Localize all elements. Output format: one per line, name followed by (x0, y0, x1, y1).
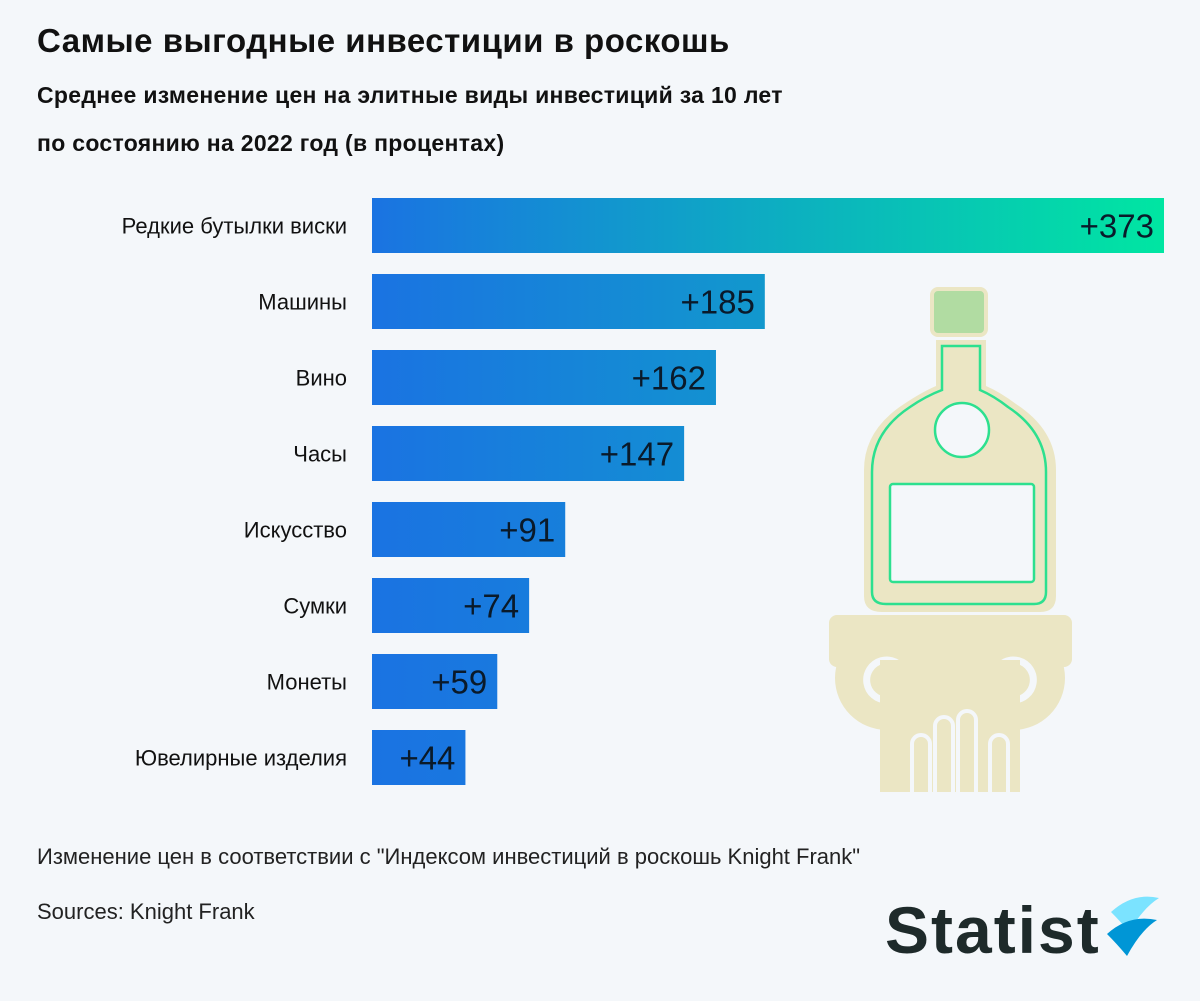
bar-1 (372, 274, 765, 329)
category-label: Редкие бутылки виски (122, 214, 347, 239)
bar-4 (372, 502, 566, 557)
bar-7 (372, 730, 466, 785)
bar-5 (372, 578, 530, 633)
category-label: Монеты (267, 670, 347, 695)
value-label: +185 (680, 284, 754, 321)
bars-group: Редкие бутылки виски +373 Машины +185 Вино +1… (122, 198, 1164, 785)
bottle-on-column-icon (829, 287, 1072, 792)
category-label: Вино (296, 366, 347, 391)
category-label: Ювелирные изделия (135, 746, 347, 771)
category-label: Часы (293, 442, 347, 467)
chart-subtitle-line-2: по состоянию на 2022 год (в процентах) (37, 130, 505, 156)
bar-6 (372, 654, 498, 709)
statista-wave-icon (1106, 896, 1159, 956)
category-label: Машины (258, 290, 347, 315)
value-label: +162 (632, 360, 706, 397)
category-label: Искусство (244, 518, 347, 543)
source-note: Sources: Knight Frank (37, 899, 255, 924)
bar-3 (372, 426, 685, 481)
value-label: +147 (600, 436, 674, 473)
value-label: +59 (431, 664, 487, 701)
footnote: Изменение цен в соответствии с "Индексом… (37, 844, 861, 869)
chart-title: Самые выгодные инвестиции в роскошь (37, 22, 730, 59)
category-label: Сумки (283, 594, 347, 619)
value-label: +91 (499, 512, 555, 549)
chart-subtitle-line-1: Среднее изменение цен на элитные виды ин… (37, 82, 783, 108)
statista-logo: Statist (885, 893, 1163, 967)
value-label: +44 (399, 740, 455, 777)
value-label: +373 (1080, 208, 1154, 245)
value-label: +74 (463, 588, 519, 625)
bar-0 (372, 198, 1164, 253)
bar-2 (372, 350, 716, 405)
logo-text: Statist (885, 893, 1101, 967)
